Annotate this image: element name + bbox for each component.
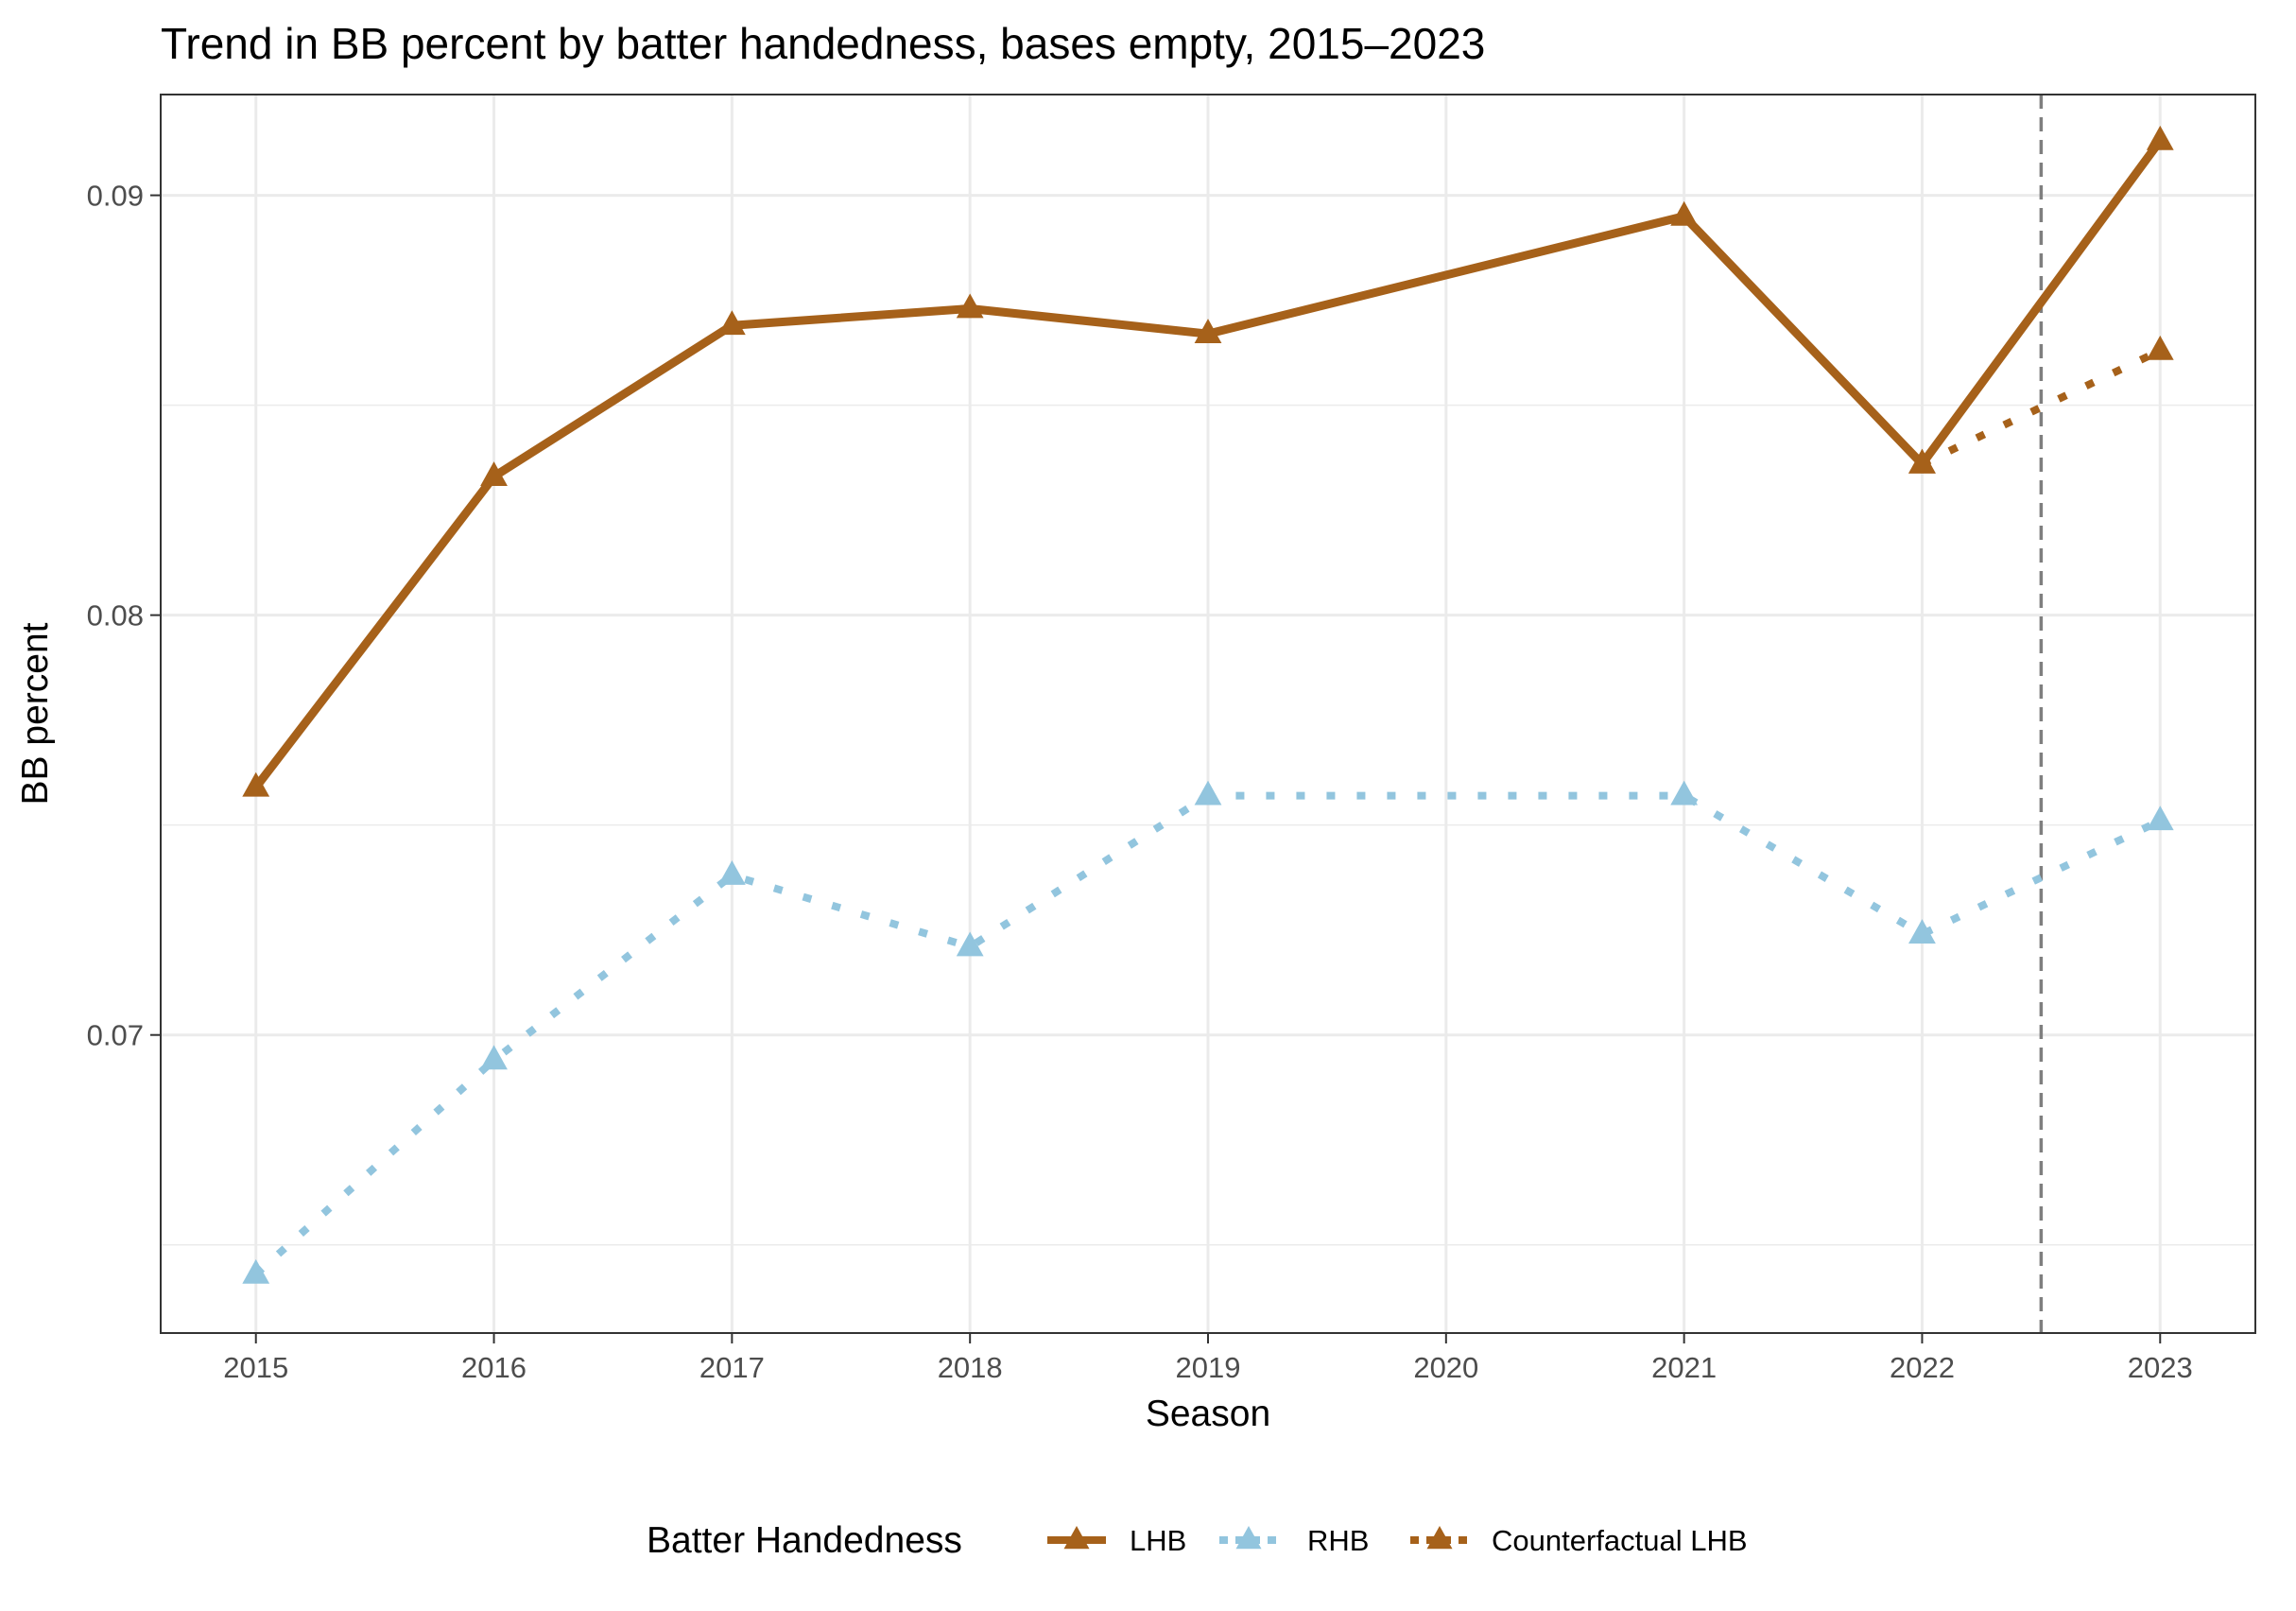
legend-label: Counterfactual LHB (1492, 1524, 1748, 1557)
x-tick-label: 2019 (1176, 1351, 1241, 1384)
y-tick-label: 0.09 (87, 180, 144, 213)
data-point-lhb (2146, 125, 2174, 150)
data-point-rhb (480, 1045, 508, 1070)
series-line-rhb (253, 791, 2162, 1277)
axis-ticks-layer: 2015 2016 2017 2018 2019 2020 2021 2022 2023 0.07… (87, 180, 2193, 1384)
x-tick-label: 2017 (699, 1351, 765, 1384)
legend: Batter Handedness LHB RHB Counterfactual L… (647, 1520, 1748, 1561)
legend-key-lhb: LHB (1047, 1524, 1186, 1557)
data-point-rhb (1194, 780, 1222, 806)
grid-layer (161, 95, 2255, 1333)
x-tick-label: 2023 (2128, 1351, 2193, 1384)
x-axis-title: Season (1146, 1394, 1270, 1434)
x-tick-label: 2022 (1890, 1351, 1955, 1384)
legend-swatch-marker (1235, 1526, 1262, 1550)
series-lhb (242, 125, 2174, 797)
data-point-rhb (242, 1258, 270, 1284)
series-line-lhb (252, 138, 2164, 790)
data-point-rhb (1670, 780, 1699, 806)
series-rhb (242, 780, 2174, 1284)
legend-key-counterfactual-lhb: Counterfactual LHB (1410, 1524, 1748, 1557)
data-point-lhb (1670, 200, 1699, 226)
data-point-lhb (717, 310, 746, 336)
x-tick-label: 2015 (223, 1351, 288, 1384)
chart-title: Trend in BB percent by batter handedness… (161, 19, 1485, 68)
series-layer (242, 125, 2174, 1284)
legend-keys: LHB RHB Counterfactual LHB (1047, 1524, 1748, 1557)
legend-label: RHB (1307, 1524, 1369, 1557)
y-tick-label: 0.08 (87, 599, 144, 632)
data-point-lhb (242, 771, 270, 797)
x-tick-label: 2018 (938, 1351, 1003, 1384)
x-tick-label: 2021 (1651, 1351, 1717, 1384)
series-line-counterfactual-lhb (1920, 347, 2162, 468)
data-point-rhb (956, 931, 984, 957)
y-tick-label: 0.07 (87, 1019, 144, 1052)
y-axis-title: BB percent (15, 622, 56, 805)
legend-label: LHB (1130, 1524, 1186, 1557)
legend-swatch-marker (1426, 1526, 1453, 1550)
data-point-rhb (2146, 806, 2174, 831)
data-point-lhb (1194, 319, 1222, 344)
legend-key-rhb: RHB (1219, 1524, 1369, 1557)
x-tick-label: 2016 (461, 1351, 527, 1384)
legend-swatch-marker (1063, 1526, 1090, 1550)
x-tick-label: 2020 (1413, 1351, 1478, 1384)
data-point-counterfactual-lhb (2146, 335, 2174, 360)
data-point-lhb (956, 293, 984, 319)
data-point-lhb (480, 461, 508, 487)
legend-title: Batter Handedness (647, 1520, 962, 1561)
data-point-rhb (1908, 919, 1936, 944)
data-point-rhb (717, 859, 746, 885)
data-point-lhb (1908, 448, 1936, 474)
